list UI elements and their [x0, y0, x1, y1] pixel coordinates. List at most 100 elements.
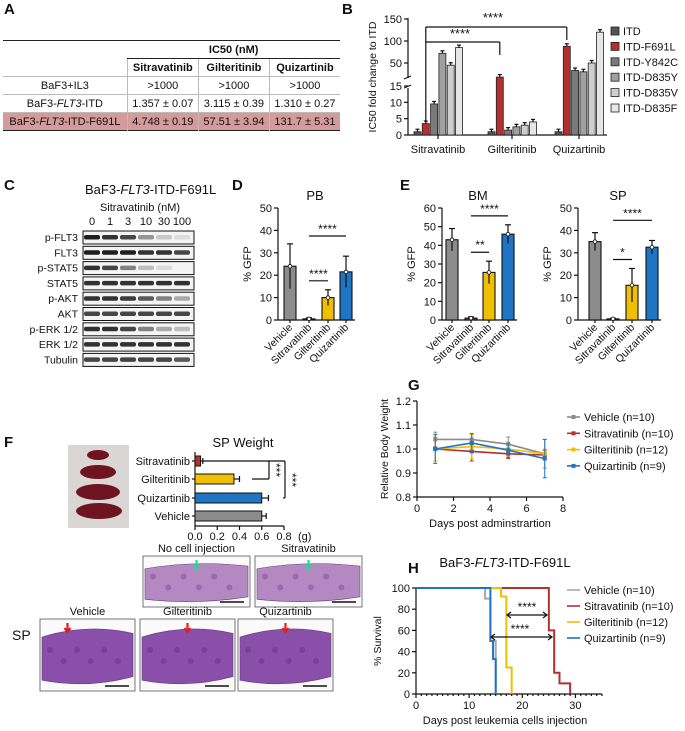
- blot-band: [102, 311, 118, 316]
- tissue-spot: [160, 658, 167, 664]
- blot-band: [120, 342, 136, 347]
- x-tick-label: 0.4: [232, 531, 247, 543]
- tissue-spot: [187, 658, 194, 664]
- tissue-spot: [101, 647, 108, 653]
- tissue-spot: [165, 584, 172, 591]
- blot-band: [102, 357, 118, 362]
- bar-itd: [413, 131, 422, 136]
- x-tick-label: 2: [450, 503, 456, 515]
- x-tick-label: 0: [414, 503, 420, 515]
- blot-band: [174, 326, 190, 332]
- title-part: FLT3: [120, 182, 150, 197]
- title-part: BaF3-: [439, 555, 474, 570]
- survival-curve: [416, 587, 497, 694]
- x-category-label: Gilteritinib: [488, 144, 537, 156]
- blot-band: [120, 357, 136, 362]
- significance-stars: ****: [518, 600, 537, 614]
- y-tick-label: 100: [392, 583, 410, 595]
- y-category-label: Vehicle: [155, 511, 190, 523]
- arrow-indicator-icon: [281, 623, 290, 634]
- panel-letter: F: [4, 434, 13, 451]
- histology-label: Vehicle: [70, 606, 105, 618]
- y-tick-label: 30: [424, 259, 436, 271]
- bar-sitravatinib: [194, 455, 202, 467]
- blot-row-label: Tubulin: [44, 354, 78, 366]
- bar-itd-f691l: [421, 123, 430, 136]
- bar-itd: [487, 131, 496, 136]
- tissue-spot: [180, 573, 187, 580]
- x-tick-label: 0.6: [254, 531, 269, 543]
- tissue-spot: [277, 584, 284, 591]
- legend-label: Gilteritinib (n=12): [584, 445, 668, 457]
- axis-break-mark: [403, 75, 412, 80]
- y-tick-label: 100: [384, 36, 402, 48]
- blot-band: [138, 235, 154, 240]
- blot-band: [102, 296, 118, 301]
- arrow-indicator-icon: [304, 560, 313, 571]
- y-axis-label: % Survival: [372, 616, 384, 666]
- panel-letter: C: [4, 177, 15, 194]
- significance-stars: ****: [480, 202, 499, 216]
- blot-band: [174, 280, 190, 286]
- tissue-label: SP: [12, 627, 31, 643]
- legend-label: Sitravatinib (n=10): [584, 428, 674, 440]
- blot-band: [174, 250, 190, 255]
- row-label: BaF3+IL3: [3, 76, 128, 95]
- bar-itd: [554, 131, 563, 136]
- blot-band: [84, 280, 100, 286]
- blot-band: [120, 311, 136, 316]
- y-tick-label: 5: [396, 114, 402, 126]
- y-tick-label: 10: [560, 293, 572, 305]
- blot-band: [174, 357, 190, 362]
- y-category-label: Gilteritinib: [141, 474, 190, 486]
- ic50-header: IC50 (nM): [127, 40, 340, 59]
- y-tick-label: 1.0: [396, 444, 411, 456]
- blot-band: [156, 235, 172, 240]
- data-point: [287, 264, 293, 269]
- bar-itd-d835f: [596, 31, 604, 136]
- y-tick-label: 40: [560, 225, 572, 237]
- legend-label: ITD-F691L: [623, 41, 676, 53]
- legend-label: Gilteritinib (n=12): [584, 617, 668, 629]
- blot-row-label: p-ERK 1/2: [30, 324, 79, 336]
- y-tick-label: 20: [424, 278, 436, 290]
- blot-row-label: p-FLT3: [45, 232, 78, 244]
- y-tick-label: 50: [260, 203, 272, 215]
- y-tick-label: 20: [560, 270, 572, 282]
- legend-label: ITD: [623, 26, 641, 38]
- y-tick-label: 40: [260, 225, 272, 237]
- blot-band: [156, 357, 172, 362]
- chart-title: BM: [468, 188, 488, 203]
- legend-swatch: [610, 42, 620, 51]
- blot-band: [138, 342, 154, 347]
- spleen-specimen: [87, 450, 109, 460]
- blot-band: [138, 357, 154, 362]
- blot-band: [102, 326, 118, 332]
- bar-itd-d835f: [529, 121, 537, 136]
- x-tick-label: 10: [463, 700, 475, 712]
- cell: 1.357 ± 0.07: [126, 94, 199, 113]
- y-tick-label: 10: [424, 296, 436, 308]
- cell: 57.51 ± 3.94: [197, 112, 270, 131]
- significance-stars: ****: [623, 206, 642, 220]
- blot-band: [120, 280, 136, 286]
- series-line: [435, 442, 545, 460]
- bar-itd-d835y: [579, 71, 588, 136]
- data-point: [325, 295, 331, 300]
- blot-band: [120, 265, 136, 271]
- y-tick-label: 40: [398, 647, 410, 659]
- blot-band: [84, 250, 100, 255]
- legend-label: Vehicle (n=10): [584, 412, 655, 424]
- histology-label: Gilteritinib: [163, 606, 212, 618]
- legend-label: ITD-D835V: [623, 88, 679, 100]
- blot-row-label: STAT5: [47, 278, 78, 290]
- x-tick-label: 0.0: [187, 531, 202, 543]
- col-header: Quizartinib: [268, 58, 340, 77]
- y-tick-label: 20: [398, 668, 410, 680]
- panel-letter: H: [408, 560, 419, 577]
- legend-swatch: [610, 72, 620, 82]
- data-point: [649, 244, 655, 250]
- y-tick-label: 80: [398, 604, 410, 616]
- significance-stars: ****: [309, 267, 328, 281]
- x-tick-label: 0: [413, 700, 419, 712]
